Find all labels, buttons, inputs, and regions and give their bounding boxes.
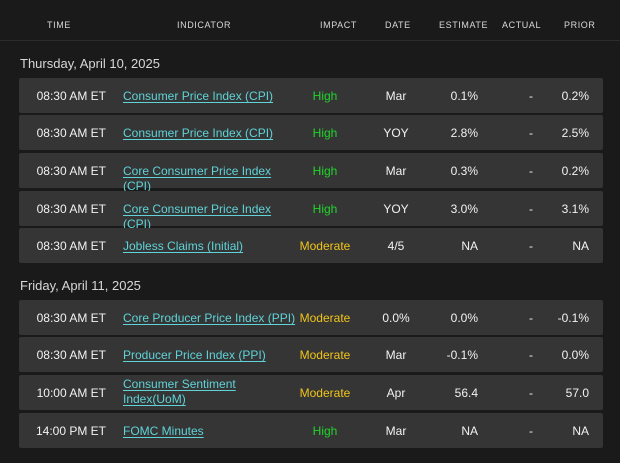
table-row: 14:00 PM ET FOMC Minutes High Mar NA - N… bbox=[19, 413, 603, 448]
row-date: 4/5 bbox=[387, 239, 405, 253]
indicator-link[interactable]: Consumer Sentiment Index(UoM) bbox=[123, 377, 236, 406]
row-time: 14:00 PM ET bbox=[35, 424, 106, 438]
row-prior: -0.1% bbox=[557, 311, 589, 325]
row-prior: 0.2% bbox=[561, 164, 589, 178]
impact-badge: Moderate bbox=[299, 348, 351, 362]
indicator-link[interactable]: Core Consumer Price Index (CPI) bbox=[123, 202, 272, 231]
row-date: Apr bbox=[386, 386, 406, 400]
row-time: 08:30 AM ET bbox=[36, 311, 106, 325]
row-actual: - bbox=[529, 164, 533, 178]
table-row: 08:30 AM ET Core Producer Price Index (P… bbox=[19, 300, 603, 335]
row-estimate: 3.0% bbox=[450, 202, 478, 216]
indicator-link[interactable]: Consumer Price Index (CPI) bbox=[123, 126, 274, 140]
row-time: 10:00 AM ET bbox=[36, 386, 106, 400]
header-estimate: ESTIMATE bbox=[439, 20, 489, 30]
header-actual: ACTUAL bbox=[502, 20, 542, 30]
row-prior: 0.0% bbox=[561, 348, 589, 362]
impact-badge: High bbox=[312, 424, 338, 438]
row-date: Mar bbox=[385, 89, 407, 103]
indicator-link[interactable]: Producer Price Index (PPI) bbox=[123, 348, 266, 362]
row-prior: 3.1% bbox=[561, 202, 589, 216]
indicator-link[interactable]: Core Consumer Price Index (CPI) bbox=[123, 164, 272, 193]
indicator-link[interactable]: Jobless Claims (Initial) bbox=[123, 239, 244, 253]
impact-badge: High bbox=[312, 202, 338, 216]
row-actual: - bbox=[529, 126, 533, 140]
indicator-link[interactable]: Core Producer Price Index (PPI) bbox=[123, 311, 296, 325]
impact-badge: High bbox=[312, 89, 338, 103]
row-time: 08:30 AM ET bbox=[36, 164, 106, 178]
row-estimate: 0.1% bbox=[450, 89, 478, 103]
row-time: 08:30 AM ET bbox=[36, 89, 106, 103]
row-actual: - bbox=[529, 239, 533, 253]
row-actual: - bbox=[529, 386, 533, 400]
row-time: 08:30 AM ET bbox=[36, 239, 106, 253]
row-actual: - bbox=[529, 424, 533, 438]
row-date: Mar bbox=[385, 164, 407, 178]
row-date: 0.0% bbox=[382, 311, 410, 325]
row-estimate: 0.0% bbox=[450, 311, 478, 325]
table-row: 08:30 AM ET Jobless Claims (Initial) Mod… bbox=[19, 228, 603, 263]
table-row: 08:30 AM ET Core Consumer Price Index (C… bbox=[19, 191, 603, 231]
impact-badge: High bbox=[312, 164, 338, 178]
header-time: TIME bbox=[47, 20, 71, 30]
row-prior: NA bbox=[572, 424, 589, 438]
header-impact: IMPACT bbox=[320, 20, 357, 30]
impact-badge: Moderate bbox=[299, 386, 351, 400]
header-indicator: INDICATOR bbox=[177, 20, 232, 30]
header-prior: PRIOR bbox=[564, 20, 596, 30]
row-estimate: 2.8% bbox=[450, 126, 478, 140]
row-estimate: NA bbox=[461, 424, 478, 438]
table-row: 08:30 AM ET Producer Price Index (PPI) M… bbox=[19, 337, 603, 372]
section-title-thursday: Thursday, April 10, 2025 bbox=[20, 56, 160, 71]
impact-badge: Moderate bbox=[299, 239, 351, 253]
indicator-link[interactable]: Consumer Price Index (CPI) bbox=[123, 89, 274, 103]
row-estimate: 0.3% bbox=[450, 164, 478, 178]
row-date: Mar bbox=[385, 348, 407, 362]
table-header: TIME INDICATOR IMPACT DATE ESTIMATE ACTU… bbox=[0, 0, 620, 41]
impact-badge: Moderate bbox=[299, 311, 351, 325]
impact-badge: High bbox=[312, 126, 338, 140]
row-estimate: NA bbox=[461, 239, 478, 253]
row-prior: 57.0 bbox=[565, 386, 589, 400]
row-prior: NA bbox=[572, 239, 589, 253]
indicator-link[interactable]: FOMC Minutes bbox=[123, 424, 204, 438]
row-actual: - bbox=[529, 202, 533, 216]
table-row: 08:30 AM ET Core Consumer Price Index (C… bbox=[19, 153, 603, 193]
row-actual: - bbox=[529, 89, 533, 103]
row-prior: 0.2% bbox=[561, 89, 589, 103]
row-estimate: 56.4 bbox=[454, 386, 478, 400]
row-time: 08:30 AM ET bbox=[36, 348, 106, 362]
table-row: 08:30 AM ET Consumer Price Index (CPI) H… bbox=[19, 78, 603, 113]
row-estimate: -0.1% bbox=[446, 348, 478, 362]
row-date: YOY bbox=[383, 126, 409, 140]
row-time: 08:30 AM ET bbox=[36, 202, 106, 216]
row-time: 08:30 AM ET bbox=[36, 126, 106, 140]
header-date: DATE bbox=[385, 20, 411, 30]
row-date: Mar bbox=[385, 424, 407, 438]
row-date: YOY bbox=[383, 202, 409, 216]
table-row: 10:00 AM ET Consumer Sentiment Index(UoM… bbox=[19, 375, 603, 410]
row-actual: - bbox=[529, 311, 533, 325]
row-actual: - bbox=[529, 348, 533, 362]
section-title-friday: Friday, April 11, 2025 bbox=[20, 278, 141, 293]
table-row: 08:30 AM ET Consumer Price Index (CPI) H… bbox=[19, 115, 603, 150]
row-prior: 2.5% bbox=[561, 126, 589, 140]
